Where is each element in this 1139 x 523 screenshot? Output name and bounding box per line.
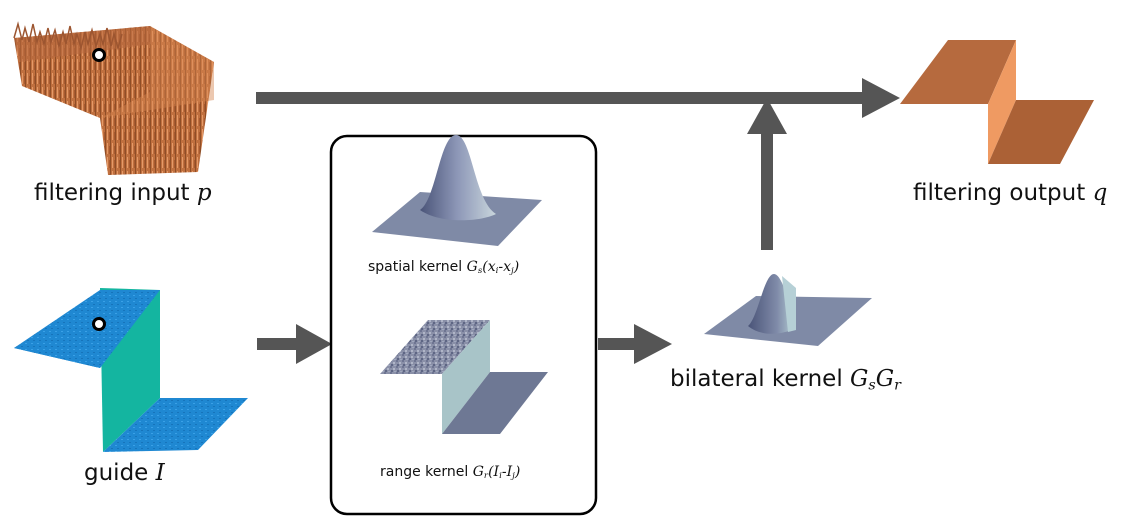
bilateral-kernel-surface [704, 274, 872, 346]
guide-label: guide I [84, 460, 165, 486]
range-kernel-surface [380, 320, 548, 434]
arrow-kernels-to-bilateral [598, 324, 672, 364]
filtering-output-label: filtering output q [913, 180, 1108, 206]
input-pixel-marker [92, 48, 106, 62]
range-kernel-label: range kernel Gr(Ii-Ij) [380, 464, 521, 482]
guide-pixel-marker [92, 317, 106, 331]
guide-surface [14, 288, 248, 452]
output-surface [900, 40, 1094, 164]
bilateral-kernel-label: bilateral kernel GsGr [670, 366, 901, 394]
filtering-input-label: filtering input p [34, 180, 212, 206]
arrow-guide-to-kernels [257, 324, 332, 364]
input-surface [13, 21, 214, 175]
arrow-input-to-output [256, 78, 900, 118]
spatial-kernel-surface [372, 135, 542, 246]
arrow-kernel-to-output [747, 98, 787, 250]
spatial-kernel-label: spatial kernel Gs(xi-xj) [368, 259, 520, 277]
